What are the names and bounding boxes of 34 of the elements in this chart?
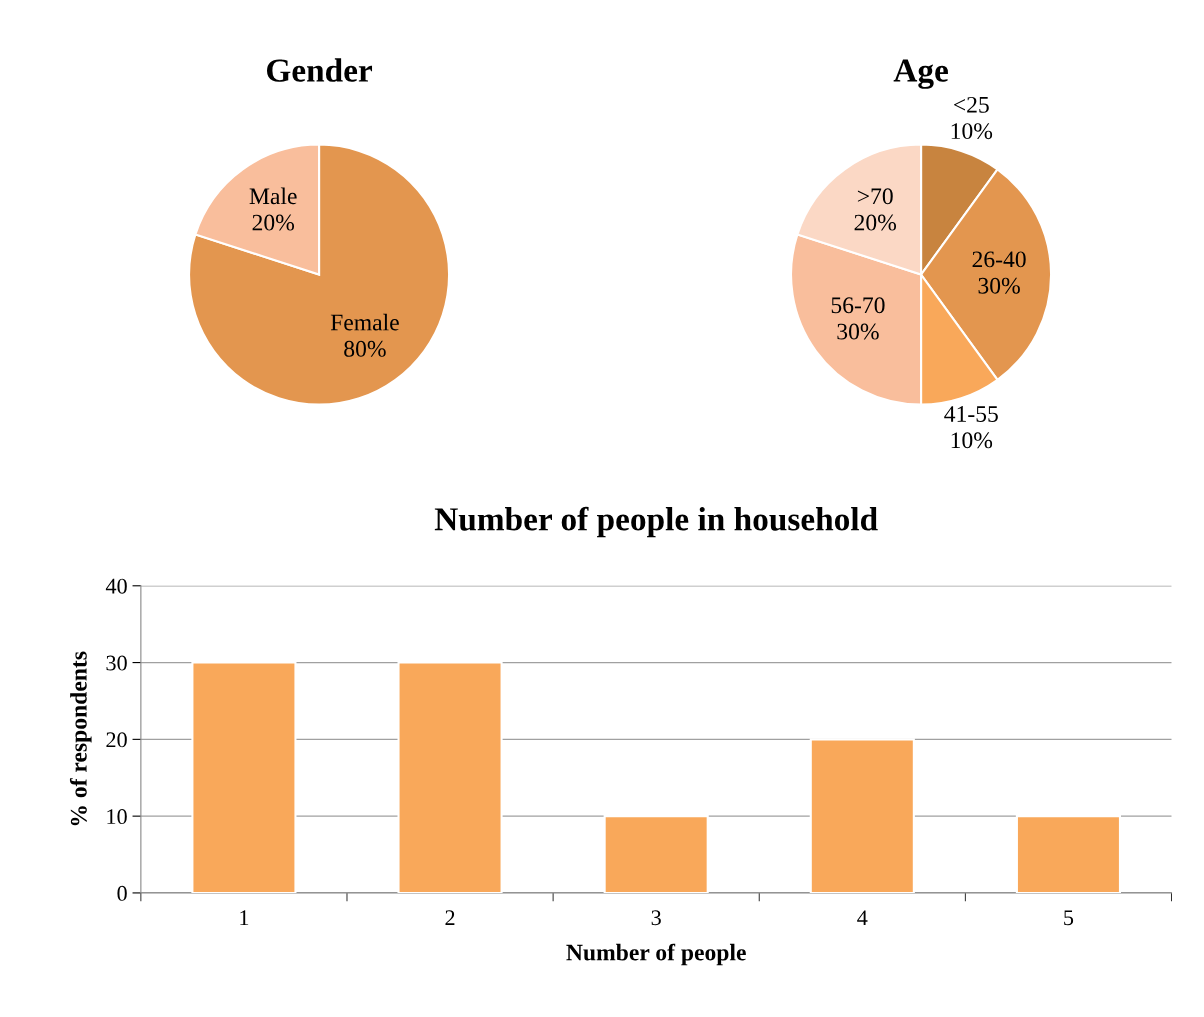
y-tick-label: 0: [117, 885, 127, 901]
x-tick-label: 2: [445, 910, 455, 926]
slice-label: 41-55: [944, 406, 998, 422]
y-tick-label: 40: [105, 578, 127, 594]
y-axis-title: % of respondents: [69, 651, 92, 826]
slice-label: 56-70: [831, 297, 885, 314]
y-tick-label: 10: [107, 809, 127, 825]
slice-label: Male: [249, 187, 297, 205]
bar: [809, 738, 915, 893]
y-tick-label: 20: [106, 732, 127, 748]
bar: [1015, 815, 1121, 893]
data-label: 20%: [252, 214, 295, 231]
x-tick-label: 4: [857, 910, 868, 926]
data-label: 80%: [344, 340, 386, 357]
y-tick-label: 30: [106, 655, 127, 671]
slice-label: Female: [330, 313, 399, 331]
slice-label: 26-40: [972, 251, 1026, 268]
data-label: 10%: [951, 123, 993, 140]
bar: [191, 661, 297, 893]
data-label: 10%: [951, 432, 993, 449]
chart-title: Age: [893, 59, 948, 89]
chart-title: Gender: [266, 58, 373, 82]
slice-label: <25: [954, 96, 989, 113]
chart-title: Number of people in household: [434, 506, 878, 538]
x-tick-label: 1: [240, 910, 249, 926]
slice-label: >70: [857, 188, 893, 205]
data-label: 30%: [837, 323, 879, 340]
data-label: 30%: [978, 277, 1020, 294]
data-label: 20%: [854, 214, 897, 231]
bar: [603, 815, 709, 893]
x-tick-label: 3: [651, 910, 661, 926]
x-axis-title: Number of people: [566, 943, 746, 966]
bar: [397, 661, 503, 893]
x-tick-label: 5: [1064, 910, 1074, 926]
